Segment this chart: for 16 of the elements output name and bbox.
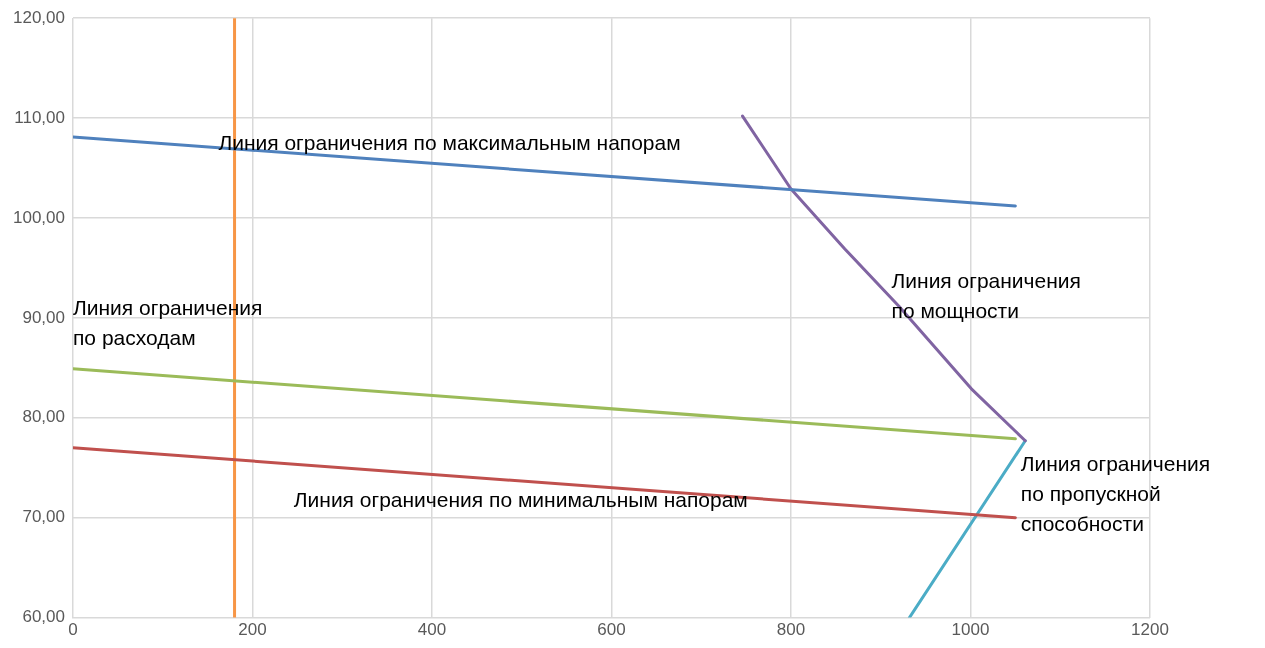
y-tick-label: 60,00 xyxy=(22,607,65,627)
annotation: Линия ограничения по пропускной способности xyxy=(1020,451,1211,535)
x-tick-label: 0 xyxy=(68,620,78,640)
x-tick-label: 1000 xyxy=(951,620,990,640)
y-tick-label: 100,00 xyxy=(13,207,65,227)
x-tick-label: 200 xyxy=(238,620,267,640)
x-tick-label: 1200 xyxy=(1131,620,1169,640)
y-tick-label: 90,00 xyxy=(22,307,65,327)
y-tick-label: 110,00 xyxy=(14,107,65,127)
annotation: Линия ограничения по минимальным напорам xyxy=(293,487,748,511)
y-tick-label: 120,00 xyxy=(13,7,65,27)
x-tick-label: 600 xyxy=(597,620,626,640)
y-tick-label: 80,00 xyxy=(22,407,65,427)
x-tick-label: 800 xyxy=(776,620,806,640)
y-tick-label: 70,00 xyxy=(22,507,65,527)
x-tick-label: 400 xyxy=(417,620,447,640)
